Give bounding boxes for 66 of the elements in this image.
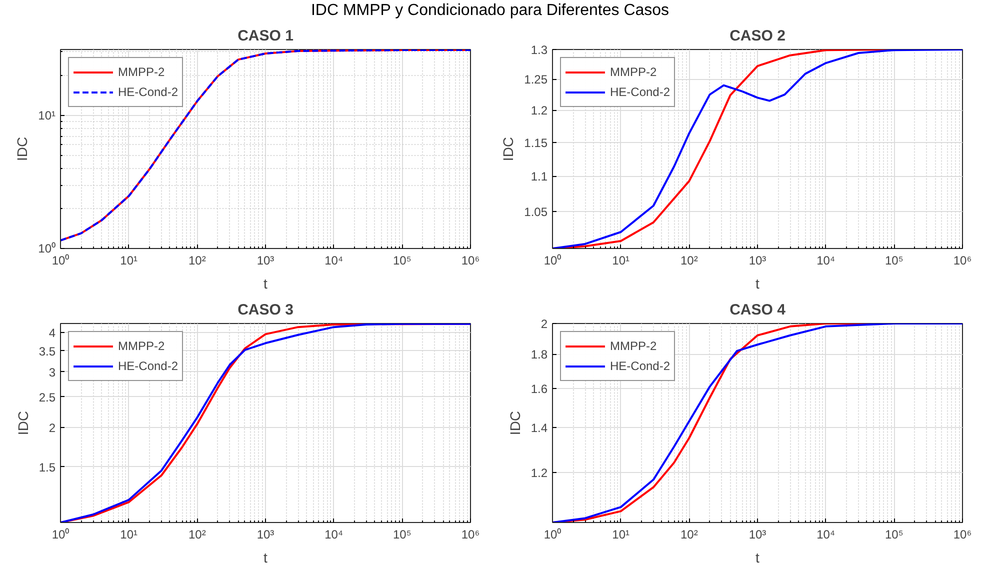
y-tick-label: 10¹	[38, 108, 56, 122]
chart-title: CASO 4	[730, 302, 786, 318]
y-tick-label: 10⁰	[38, 242, 56, 256]
x-tick-label: 10⁴	[324, 528, 344, 542]
y-tick-label: 3	[48, 365, 56, 380]
x-tick-label: 10⁶	[461, 528, 480, 542]
x-axis-title: t	[756, 276, 760, 292]
y-tick-label: 1.1	[530, 170, 548, 184]
y-tick-label: 4	[48, 326, 56, 340]
x-tick-label: 10⁵	[885, 528, 904, 542]
x-tick-label: 10²	[680, 528, 698, 542]
legend-label: MMPP-2	[610, 339, 657, 353]
x-tick-label: 10³	[748, 528, 766, 542]
y-tick-label: 2	[540, 317, 548, 331]
legend-label: MMPP-2	[118, 65, 165, 79]
x-tick-label: 10⁶	[953, 528, 972, 542]
y-tick-label: 2	[48, 420, 56, 435]
x-tick-label: 10²	[188, 254, 206, 268]
chart-title: CASO 1	[238, 28, 294, 44]
x-tick-label: 10⁵	[393, 254, 412, 268]
legend-label: HE-Cond-2	[610, 85, 670, 99]
y-tick-label: 1.25	[524, 72, 548, 87]
y-tick-label: 1.5	[38, 460, 56, 474]
legend-label: HE-Cond-2	[118, 85, 178, 99]
x-tick-label: 10⁴	[816, 254, 836, 268]
y-axis-title: IDC	[506, 410, 523, 436]
x-tick-label: 10³	[748, 254, 766, 268]
chart-title: CASO 3	[238, 302, 294, 318]
text: IDC MMPP y Condicionado para Diferentes Casos	[310, 1, 670, 21]
x-tick-label: 10²	[680, 254, 698, 268]
y-tick-label: 1.15	[524, 136, 548, 150]
y-axis-title: IDC	[14, 136, 30, 162]
x-tick-label: 10⁵	[885, 254, 904, 268]
x-tick-label: 10³	[256, 254, 274, 268]
x-axis-title: t	[264, 550, 268, 566]
x-tick-label: 10⁶	[953, 254, 972, 268]
x-tick-label: 10⁴	[324, 254, 344, 268]
x-tick-label: 10¹	[612, 254, 630, 268]
y-tick-label: 1.6	[530, 382, 548, 396]
chart-title: CASO 2	[730, 28, 786, 44]
y-tick-label: 1.05	[524, 204, 548, 219]
y-tick-label: 1.4	[530, 420, 548, 435]
x-tick-label: 10⁰	[544, 254, 562, 268]
y-axis-title: IDC	[14, 410, 31, 436]
x-tick-label: 10¹	[120, 528, 138, 542]
y-tick-label: 1.2	[530, 466, 548, 480]
x-axis-title: t	[264, 276, 268, 292]
legend-label: MMPP-2	[610, 65, 657, 79]
x-axis-title: t	[756, 550, 760, 566]
x-tick-label: 10¹	[612, 528, 630, 542]
y-tick-label: 2.5	[38, 390, 56, 404]
legend-label: HE-Cond-2	[118, 359, 178, 373]
legend-label: MMPP-2	[118, 339, 165, 353]
x-tick-label: 10¹	[120, 254, 138, 268]
y-tick-label: 1.8	[530, 348, 548, 362]
x-tick-label: 10²	[188, 528, 206, 542]
y-tick-label: 1.3	[530, 43, 548, 57]
x-tick-label: 10⁰	[544, 528, 562, 542]
y-tick-label: 1.2	[530, 104, 548, 118]
x-tick-label: 10⁴	[816, 528, 836, 542]
legend-label: HE-Cond-2	[610, 359, 670, 373]
y-axis-title: IDC	[500, 136, 516, 162]
y-tick-label: 3.5	[38, 344, 56, 358]
x-tick-label: 10⁶	[461, 254, 480, 268]
x-tick-label: 10³	[256, 528, 274, 542]
x-tick-label: 10⁵	[393, 528, 412, 542]
